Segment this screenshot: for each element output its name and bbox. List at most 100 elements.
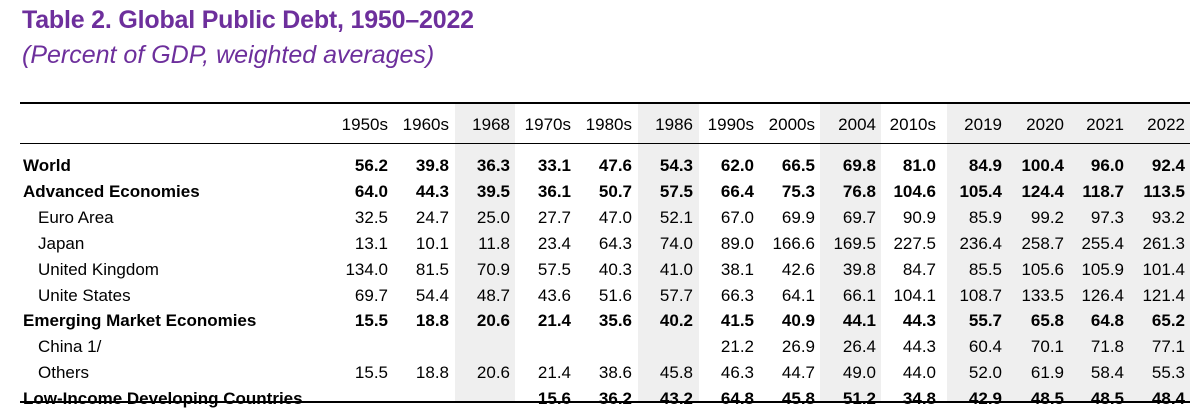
column-header: 1990s [707,115,754,134]
value-cell: 66.1 [842,285,876,305]
value-cell: 23.4 [537,233,571,253]
value-cell: 21.4 [537,363,571,383]
value-cell: 26.4 [842,337,876,357]
value-cell: 13.1 [354,233,388,253]
value-cell: 121.4 [1142,285,1185,305]
column-header: 1968 [472,115,510,134]
row-label: China 1/ [38,337,102,357]
table-row: World 56.2 39.8 36.3 33.1 47.6 54.3 62.0 66.5 69.… [20,153,1190,179]
value-cell: 81.0 [902,156,936,175]
value-cell: 96.0 [1090,156,1124,175]
value-cell: 64.8 [720,389,754,409]
bottom-rule [20,401,1190,403]
value-cell: 64.8 [1090,311,1124,331]
value-cell: 65.2 [1151,311,1185,331]
value-cell: 66.5 [781,156,815,175]
value-cell: 57.5 [537,259,571,279]
table-row: Others 15.5 18.8 20.6 21.4 38.6 45.8 46.3 44.7 49… [20,360,1190,386]
value-cell: 24.7 [415,207,449,227]
value-cell: 62.0 [720,156,754,175]
value-cell [393,386,454,412]
value-cell: 39.8 [415,156,449,175]
value-cell: 52.1 [659,207,693,227]
value-cell: 15.5 [354,363,388,383]
value-cell: 60.4 [968,337,1002,357]
value-cell: 69.7 [354,285,388,305]
value-cell: 21.4 [537,311,571,331]
value-cell: 236.4 [959,233,1002,253]
header-spacer [20,137,1190,153]
value-cell: 51.2 [842,389,876,409]
value-cell: 43.6 [537,285,571,305]
column-header: 1986 [655,115,693,134]
value-cell: 32.5 [354,207,388,227]
value-cell: 44.3 [902,337,936,357]
value-cell: 20.6 [476,363,510,383]
value-cell: 64.1 [781,285,815,305]
shaded-column-1968 [455,104,515,402]
shaded-column-1986 [638,104,699,402]
table-title: Table 2. Global Public Debt, 1950–2022 [22,6,474,34]
value-cell: 35.6 [598,311,632,331]
header-rule [20,143,1190,144]
value-cell: 169.5 [833,233,876,253]
value-cell: 39.5 [476,181,510,201]
value-cell: 93.2 [1151,207,1185,227]
value-cell: 54.3 [659,156,693,175]
value-cell: 46.3 [720,363,754,383]
value-cell: 36.1 [537,181,571,201]
column-header: 2019 [964,115,1002,134]
column-header: 2000s [768,115,815,134]
value-cell: 258.7 [1021,233,1064,253]
value-cell: 77.1 [1151,337,1185,357]
header-blank-cell [20,113,276,137]
table-row: China 1/21.2 26.9 26.4 44.3 60.4 70.1 71.8 77.1 [20,334,1190,360]
table-row: Emerging Market Economies 15.5 18.8 20.6 21.… [20,308,1190,334]
value-cell: 118.7 [1082,181,1124,201]
value-cell: 55.7 [968,311,1002,331]
value-cell: 64.0 [354,181,388,201]
value-cell: 38.6 [598,363,632,383]
shaded-column-2004 [820,104,881,402]
value-cell: 84.9 [968,156,1002,175]
value-cell: 261.3 [1142,233,1185,253]
value-cell: 45.8 [659,363,693,383]
column-header: 2021 [1086,115,1124,134]
value-cell: 69.9 [781,207,815,227]
value-cell: 101.4 [1142,259,1185,279]
value-cell: 76.8 [842,181,876,201]
value-cell: 105.9 [1081,259,1124,279]
value-cell: 134.0 [345,259,388,279]
value-cell: 70.1 [1030,337,1064,357]
value-cell [515,334,576,360]
debt-table: 1950s 1960s 1968 1970s 1980s 1986 1990s 2000s 20… [20,113,1190,412]
value-cell: 133.5 [1021,285,1064,305]
value-cell: 42.6 [781,259,815,279]
value-cell: 40.9 [781,311,815,331]
value-cell: 126.4 [1081,285,1124,305]
value-cell: 26.9 [781,337,815,357]
value-cell: 113.5 [1143,181,1185,201]
column-header: 1970s [524,115,571,134]
value-cell: 66.4 [720,181,754,201]
row-label: Euro Area [38,207,114,227]
value-cell: 44.3 [902,311,936,331]
value-cell: 66.3 [720,285,754,305]
value-cell: 65.8 [1030,311,1064,331]
value-cell: 57.5 [659,181,693,201]
value-cell: 48.7 [476,285,510,305]
value-cell: 42.9 [968,389,1002,409]
value-cell: 48.5 [1030,389,1064,409]
value-cell: 18.8 [415,363,449,383]
row-label: Unite States [38,285,131,305]
value-cell: 41.5 [720,311,754,331]
value-cell: 47.0 [598,207,632,227]
column-header: 2020 [1026,115,1064,134]
value-cell: 44.7 [781,363,815,383]
value-cell: 61.9 [1030,363,1064,383]
value-cell: 255.4 [1081,233,1124,253]
row-label: Others [38,363,90,383]
value-cell: 51.6 [598,285,632,305]
value-cell: 36.3 [476,156,510,175]
value-cell: 90.9 [902,207,936,227]
